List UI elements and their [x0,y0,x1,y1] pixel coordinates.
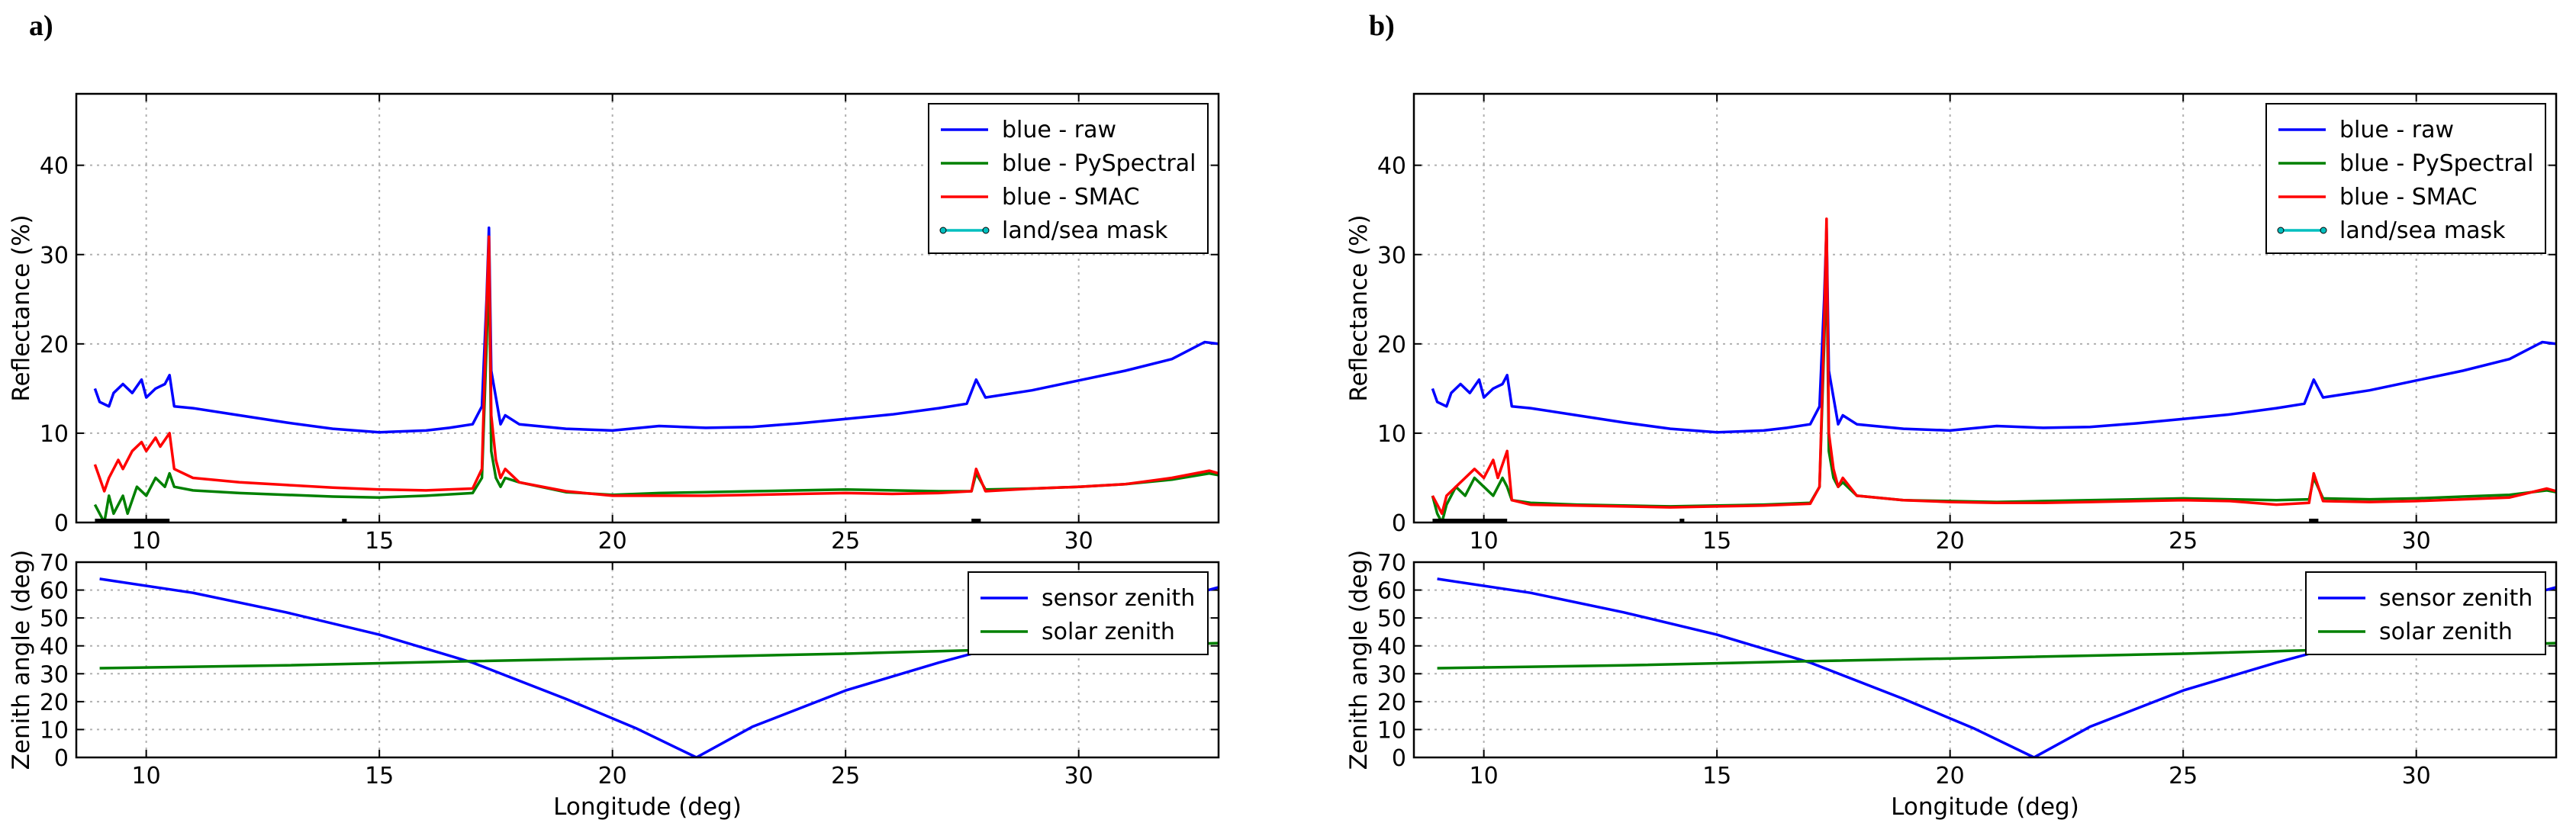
series-line-blue-smac [93,235,1219,497]
panel-label-a: a) [29,10,53,42]
legend-label: blue - PySpectral [1002,150,1196,177]
y-tick-label: 50 [40,606,69,632]
legend-marker [2277,227,2285,234]
y-tick-label: 20 [40,332,69,359]
legend-label: land/sea mask [2339,217,2506,244]
x-tick-label: 15 [1702,528,1731,555]
legend: blue - raw blue - PySpectral blue - SMAC la… [928,103,1209,254]
y-tick-label: 60 [40,578,69,605]
x-axis-label: Longitude (deg) [1891,793,2079,821]
y-axis-label: Reflectance (%) [1345,214,1373,401]
legend-marker [982,227,990,234]
y-axis-label: Zenith angle (deg) [8,550,35,770]
series-group [93,226,1219,522]
y-tick-label: 0 [54,510,69,537]
legend-marker [2320,227,2327,234]
x-tick-label: 10 [1470,528,1499,555]
legend-label: sensor zenith [1042,585,1195,612]
legend-marker [939,227,947,234]
x-tick-label: 15 [365,528,394,555]
y-tick-label: 30 [40,243,69,269]
y-tick-label: 30 [40,661,69,688]
x-tick-label: 20 [598,763,627,789]
y-tick-label: 10 [40,717,69,744]
y-tick-label: 50 [1377,606,1406,632]
x-tick-label: 30 [2402,763,2431,789]
x-tick-label: 10 [132,528,161,555]
y-axis-label: Reflectance (%) [8,214,35,401]
series-group [1431,217,2556,522]
legend-label: blue - PySpectral [2339,150,2533,177]
x-tick-label: 10 [132,763,161,789]
series-line-blue-pyspectral [1431,253,2556,522]
legend-label: sensor zenith [2379,585,2533,612]
y-tick-label: 20 [40,690,69,716]
series-line-blue-raw [1431,226,2556,434]
chart-1: 10 15 20 25 30 0 10 20 30 40 Reflectance (%) blue -… [8,92,1220,555]
x-tick-label: 30 [2402,528,2431,555]
x-tick-label: 20 [598,528,627,555]
x-tick-label: 20 [1936,528,1965,555]
legend-label: blue - raw [1002,117,1116,143]
y-tick-label: 0 [1392,745,1406,772]
legend: sensor zenith solar zenith [968,571,1209,655]
y-tick-label: 10 [40,421,69,448]
x-tick-label: 20 [1936,763,1965,789]
y-tick-label: 40 [1377,153,1406,180]
y-tick-label: 60 [1377,578,1406,605]
plot-frame [1412,561,2558,759]
x-tick-label: 30 [1064,528,1093,555]
y-tick-label: 30 [1377,661,1406,688]
legend-label: solar zenith [1042,619,1175,645]
plot-frame [1412,92,2558,524]
plot-frame [75,92,1220,524]
legend-label: blue - SMAC [1002,184,1140,211]
x-tick-label: 10 [1470,763,1499,789]
panel-label-b: b) [1369,10,1395,42]
x-tick-label: 30 [1064,763,1093,789]
y-tick-label: 0 [54,745,69,772]
y-axis-label: Zenith angle (deg) [1345,550,1373,770]
y-tick-label: 70 [40,550,69,577]
legend-label: solar zenith [2379,619,2513,645]
legend-label: land/sea mask [1002,217,1168,244]
y-tick-label: 40 [40,153,69,180]
x-tick-label: 25 [2169,763,2198,789]
series-line-blue-smac [1431,217,2556,516]
legend-label: blue - SMAC [2339,184,2478,211]
y-tick-label: 0 [1392,510,1406,537]
series-line-blue-pyspectral [93,253,1219,522]
legend: sensor zenith solar zenith [2305,571,2546,655]
y-tick-label: 20 [1377,690,1406,716]
y-tick-label: 10 [1377,421,1406,448]
chart-3: 10 15 20 25 30 0 10 20 30 40 Reflectance (%) blue -… [1345,92,2558,555]
plot-frame [75,561,1220,759]
x-axis-label: Longitude (deg) [553,793,742,821]
legend-box [968,571,1209,655]
y-tick-label: 70 [1377,550,1406,577]
y-tick-label: 30 [1377,243,1406,269]
y-tick-label: 20 [1377,332,1406,359]
x-tick-label: 25 [831,763,860,789]
y-tick-label: 40 [40,634,69,661]
legend-box [2305,571,2546,655]
legend-label: blue - raw [2339,117,2454,143]
x-tick-label: 15 [365,763,394,789]
y-tick-label: 40 [1377,634,1406,661]
x-tick-label: 25 [831,528,860,555]
series-line-blue-raw [93,226,1219,434]
x-tick-label: 15 [1702,763,1731,789]
legend: blue - raw blue - PySpectral blue - SMAC la… [2265,103,2546,254]
x-tick-label: 25 [2169,528,2198,555]
y-tick-label: 10 [1377,717,1406,744]
